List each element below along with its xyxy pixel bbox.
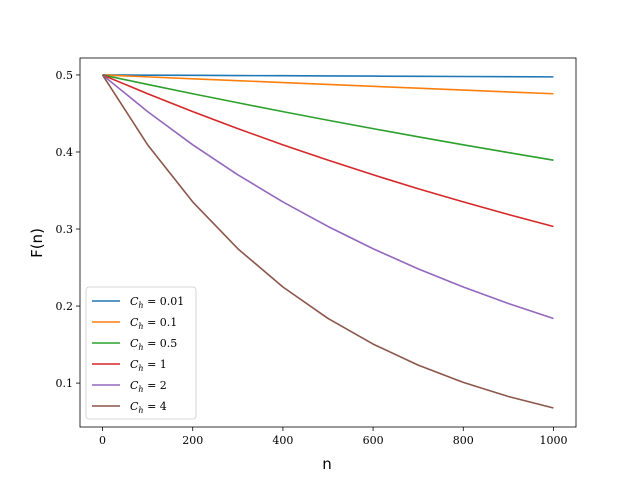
legend-items: Ch = 0.01 Ch = 0.1 Ch = 0.5 Ch = 1 Ch = 2 Ch … bbox=[92, 295, 184, 415]
legend-label-5: Ch = 4 bbox=[130, 400, 167, 415]
series-line-0 bbox=[102, 74, 554, 78]
x-tick-label-1: 200 bbox=[182, 434, 203, 447]
series-line-2 bbox=[102, 74, 554, 161]
legend-label-3: Ch = 1 bbox=[130, 358, 167, 373]
x-axis-ticks: 0 200 400 600 800 1000 bbox=[99, 427, 567, 447]
legend-label-1: Ch = 0.1 bbox=[130, 316, 177, 331]
y-tick-label-4: 0.5 bbox=[56, 69, 74, 82]
legend-box bbox=[85, 286, 197, 420]
x-tick-label-2: 400 bbox=[272, 434, 293, 447]
series-line-5 bbox=[101, 74, 554, 409]
x-tick-label-3: 600 bbox=[363, 434, 384, 447]
plot-frame bbox=[79, 57, 577, 428]
y-axis-ticks: 0.1 0.2 0.3 0.4 0.5 bbox=[56, 69, 80, 390]
x-tick-label-5: 1000 bbox=[539, 434, 567, 447]
x-tick-label-0: 0 bbox=[99, 434, 106, 447]
series-line-3 bbox=[102, 74, 554, 228]
legend-label-0: Ch = 0.01 bbox=[130, 295, 184, 310]
series-lines bbox=[101, 74, 554, 409]
y-tick-label-1: 0.2 bbox=[56, 300, 74, 313]
legend-label-2: Ch = 0.5 bbox=[130, 337, 177, 352]
y-tick-label-2: 0.3 bbox=[56, 223, 74, 236]
y-tick-label-0: 0.1 bbox=[56, 377, 74, 390]
x-axis-label: n bbox=[322, 455, 332, 473]
series-line-4 bbox=[102, 74, 554, 320]
y-tick-label-3: 0.4 bbox=[56, 146, 74, 159]
legend: Ch = 0.01 Ch = 0.1 Ch = 0.5 Ch = 1 Ch = 2 Ch … bbox=[85, 286, 197, 420]
legend-label-4: Ch = 2 bbox=[130, 379, 167, 394]
x-tick-label-4: 800 bbox=[453, 434, 474, 447]
series-line-1 bbox=[102, 74, 554, 95]
y-axis-label: F(n) bbox=[28, 228, 46, 258]
